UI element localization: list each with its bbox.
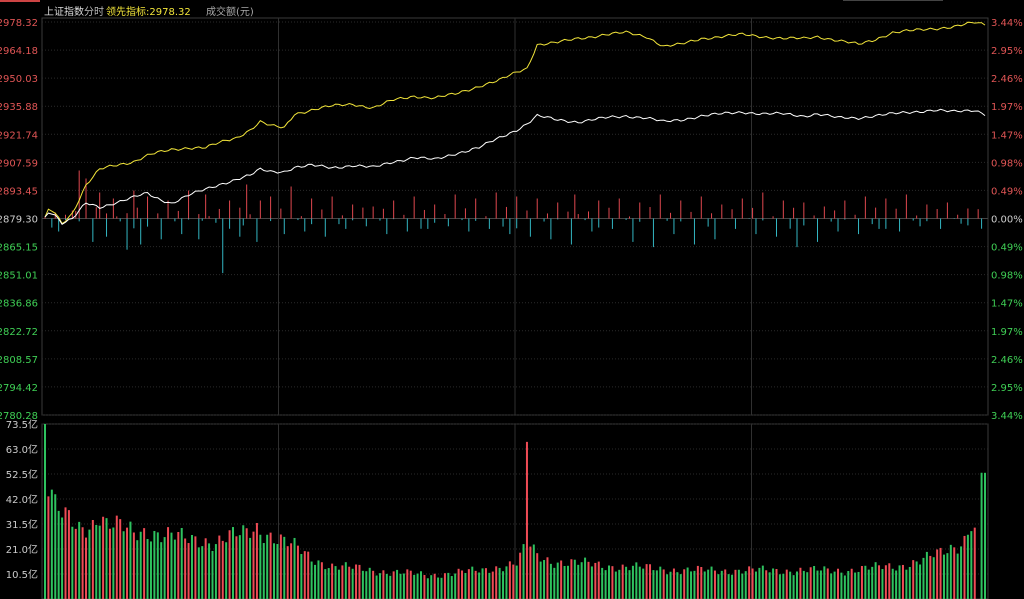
y-tick-label-left: 2822.72 (0, 327, 38, 338)
y-tick-label-left: 2851.01 (0, 271, 38, 282)
volume-tick-label: 10.5亿 (6, 568, 38, 581)
volume-bars (44, 424, 986, 599)
y-tick-label-left: 2865.15 (0, 243, 38, 254)
y-tick-label-left: 2935.88 (0, 102, 38, 113)
y-tick-label-right: 0.98% (991, 271, 1023, 282)
leader-line (44, 21, 986, 225)
y-tick-label-left: 2950.03 (0, 74, 38, 85)
y-tick-label-right: 0.49% (991, 186, 1023, 197)
top-tab-left[interactable] (0, 0, 40, 6)
y-tick-label-right: 1.97% (991, 102, 1023, 113)
y-tick-label-right: 2.46% (991, 74, 1023, 85)
axis-labels: 2978.32 3.44% 2964.18 2.95% 2950.03 2.46% 2935… (0, 18, 1023, 581)
y-tick-label-right: 1.47% (991, 130, 1023, 141)
index-price-line (44, 108, 986, 225)
volume-tick-label: 63.0亿 (6, 443, 38, 456)
chart-grid (41, 17, 989, 599)
y-tick-label-left: 2780.28 (0, 411, 38, 422)
y-tick-label-left: 2808.57 (0, 355, 38, 366)
y-tick-label-right: 3.44% (991, 411, 1023, 422)
y-tick-label-left: 2836.86 (0, 299, 38, 310)
y-tick-label-left: 2964.18 (0, 46, 38, 57)
y-tick-label-right: 0.00% (991, 215, 1023, 226)
y-tick-label-left: 2907.59 (0, 158, 38, 169)
top-tab-right[interactable] (843, 0, 943, 5)
price-lines (44, 21, 986, 225)
y-tick-label-right: 1.47% (991, 299, 1023, 310)
y-tick-label-right: 0.98% (991, 158, 1023, 169)
timeframe-tab[interactable]: 分时 (84, 6, 104, 18)
y-tick-label-right: 2.95% (991, 383, 1023, 394)
y-tick-label-left: 2921.74 (0, 130, 38, 141)
y-tick-label-left: 2978.32 (0, 18, 38, 29)
chart-header: 上证指数 分时 领先指标:2978.32 成交额(元) (44, 5, 254, 18)
y-tick-label-right: 0.49% (991, 243, 1023, 254)
y-tick-label-left: 2879.30 (0, 215, 38, 226)
y-tick-label-right: 2.95% (991, 46, 1023, 57)
volume-tick-label: 31.5亿 (6, 518, 38, 531)
volume-label: 成交额(元) (206, 5, 254, 18)
y-tick-label-right: 1.97% (991, 327, 1023, 338)
index-name[interactable]: 上证指数 (44, 5, 84, 18)
volume-tick-label: 21.0亿 (6, 543, 38, 556)
y-tick-label-right: 2.46% (991, 355, 1023, 366)
y-tick-label-right: 3.44% (991, 18, 1023, 29)
y-tick-label-left: 2893.45 (0, 186, 38, 197)
y-tick-label-left: 2794.42 (0, 383, 38, 394)
strength-bars (44, 170, 983, 274)
leader-indicator-label: 领先指标:2978.32 (106, 5, 191, 18)
volume-tick-label: 42.0亿 (6, 493, 38, 506)
volume-tick-label: 73.5亿 (6, 418, 38, 431)
volume-tick-label: 52.5亿 (6, 468, 38, 481)
